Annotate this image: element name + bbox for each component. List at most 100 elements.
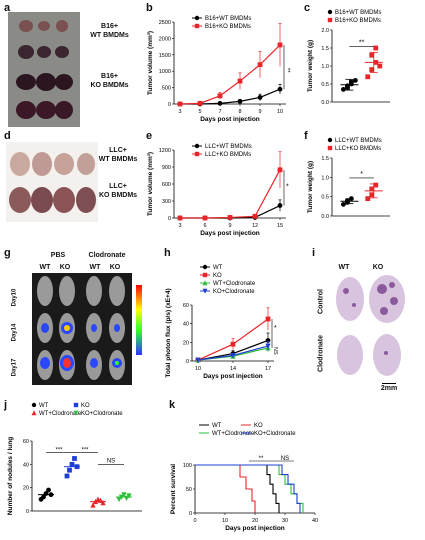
data-point xyxy=(341,202,346,207)
y-tick-label: 0.0 xyxy=(321,214,329,220)
row-label: Control xyxy=(317,289,325,314)
x-tick-label: 0 xyxy=(193,518,196,524)
x-tick-label: 3 xyxy=(178,109,181,115)
data-point xyxy=(369,67,375,72)
x-axis-label: Days post injection xyxy=(200,230,260,237)
y-tick-label: 0 xyxy=(168,216,171,222)
panel-g: g PBS Clodronate WT KO WT KO Day10 Day14… xyxy=(0,245,148,390)
y-tick-label: 0.0 xyxy=(321,100,329,106)
sig-label: ** xyxy=(259,456,264,462)
data-point xyxy=(177,215,183,221)
y-tick-label: 2.0 xyxy=(321,28,329,34)
panel-f: f 0.0 0.5 1.0 1.5 Tumor weight (g) * LLC+WT BM… xyxy=(300,128,425,243)
chart-f: 0.0 0.5 1.0 1.5 Tumor weight (g) * LLC+WT BMDM… xyxy=(307,137,390,220)
col-label: WT xyxy=(338,264,350,271)
legend-label: KO+Clodronate xyxy=(254,431,296,437)
y-axis-label: Total photon flux (p/s) (xE+4) xyxy=(165,288,172,377)
y-tick-label: 0 xyxy=(168,102,171,108)
data-point xyxy=(64,473,70,479)
panel-c: c 0.0 0.5 1.0 1.5 2.0 Tumor weight (g) ** B16+W… xyxy=(300,0,425,130)
col-label: WT xyxy=(89,264,101,271)
data-point xyxy=(369,192,375,198)
x-tick-label: 10 xyxy=(222,518,228,524)
data-point xyxy=(327,137,333,143)
panel-label: k xyxy=(169,399,176,411)
panel-i: i WT KO Control Clodronate 2mm xyxy=(310,245,425,392)
data-point xyxy=(265,343,271,349)
y-tick-label: 0.5 xyxy=(321,195,329,201)
legend-label: WT+Clodronate xyxy=(213,281,256,287)
y-tick-label: 1200 xyxy=(159,148,171,154)
col-label: KO xyxy=(59,264,71,271)
data-point xyxy=(72,456,77,461)
data-point xyxy=(327,17,333,23)
chart-c: 0.0 0.5 1.0 1.5 2.0 Tumor weight (g) ** B16+WT … xyxy=(307,9,390,106)
series-line xyxy=(179,44,281,105)
x-tick-label: 3 xyxy=(178,223,181,229)
group-label-wt: B16+ WT BMDMs xyxy=(90,23,129,39)
data-point xyxy=(46,487,51,493)
survival-curve xyxy=(195,464,280,513)
data-point xyxy=(73,402,79,408)
x-axis-label: Days post injection xyxy=(225,525,285,532)
y-tick-label: 1500 xyxy=(159,53,171,59)
sig-label: * xyxy=(360,171,363,178)
bioluminescence-images xyxy=(32,273,132,385)
data-point xyxy=(31,402,37,408)
sig-label: NS xyxy=(107,458,115,464)
y-axis-label: Number of nodules / lung xyxy=(7,437,14,515)
y-axis-label: Tumor volume (mm³) xyxy=(147,31,154,95)
chart-b: 0 500 1000 1500 2000 2500 Tumor volume (mm³) Da… xyxy=(147,15,290,123)
panel-b: b 0 500 1000 1500 2000 2500 Tumor volume (mm³)… xyxy=(140,0,300,130)
data-point xyxy=(217,100,223,106)
data-point xyxy=(90,502,96,508)
data-point xyxy=(73,410,79,416)
data-point xyxy=(345,85,350,90)
lung-histology xyxy=(336,275,405,376)
y-tick-label: 1.0 xyxy=(321,64,329,70)
y-axis-label: Tumor volume (mm³) xyxy=(147,152,154,216)
tumor-photo-b16 xyxy=(8,12,80,127)
x-tick-label: 6 xyxy=(203,223,206,229)
scale-bar xyxy=(382,383,396,384)
sig-label: NS xyxy=(272,347,278,355)
chart-j: 0 20 40 60 Number of nodules / lung WT KO WT+Cl… xyxy=(7,402,142,515)
sig-label: NS xyxy=(281,456,289,462)
data-point xyxy=(195,357,201,363)
panel-d: d LLC+ WT BMDMs LLC+ KO BMDMs xyxy=(0,128,140,243)
legend-label: WT+Clodronate xyxy=(212,431,255,437)
x-tick-label: 14 xyxy=(230,366,236,372)
legend-label: B16+KO BMDMs xyxy=(205,24,251,30)
colorbar xyxy=(136,285,142,355)
data-point xyxy=(202,272,208,278)
x-tick-label: 8 xyxy=(238,109,241,115)
x-tick-label: 30 xyxy=(282,518,288,524)
row-label: Day10 xyxy=(11,288,18,307)
data-point xyxy=(237,78,243,84)
x-tick-label: 15 xyxy=(277,223,283,229)
y-tick-label: 1.0 xyxy=(321,175,329,181)
y-tick-label: 2500 xyxy=(159,20,171,26)
data-point xyxy=(257,95,263,100)
data-point xyxy=(194,23,200,29)
legend-label: LLC+WT BMDMs xyxy=(335,138,382,144)
data-point xyxy=(230,353,236,359)
row-label: Day17 xyxy=(11,358,18,377)
survival-curve xyxy=(195,464,256,513)
data-point xyxy=(377,63,383,69)
y-tick-label: 0 xyxy=(189,511,192,517)
tumor-photo-llc xyxy=(6,142,98,222)
panel-j: j 0 20 40 60 Number of nodules / lung WT KO WT+… xyxy=(0,395,160,535)
x-tick-label: 10 xyxy=(195,366,201,372)
legend-label: WT xyxy=(39,403,49,409)
y-tick-label: 0 xyxy=(186,359,189,365)
legend-label: KO xyxy=(254,423,263,429)
series-line xyxy=(180,169,281,219)
y-tick-label: 2000 xyxy=(159,36,171,42)
panel-label: h xyxy=(164,247,171,259)
series-line xyxy=(180,88,281,105)
data-point xyxy=(31,410,37,416)
group-label-ko: LLC+ KO BMDMs xyxy=(98,183,138,199)
legend-label: KO xyxy=(213,273,222,279)
